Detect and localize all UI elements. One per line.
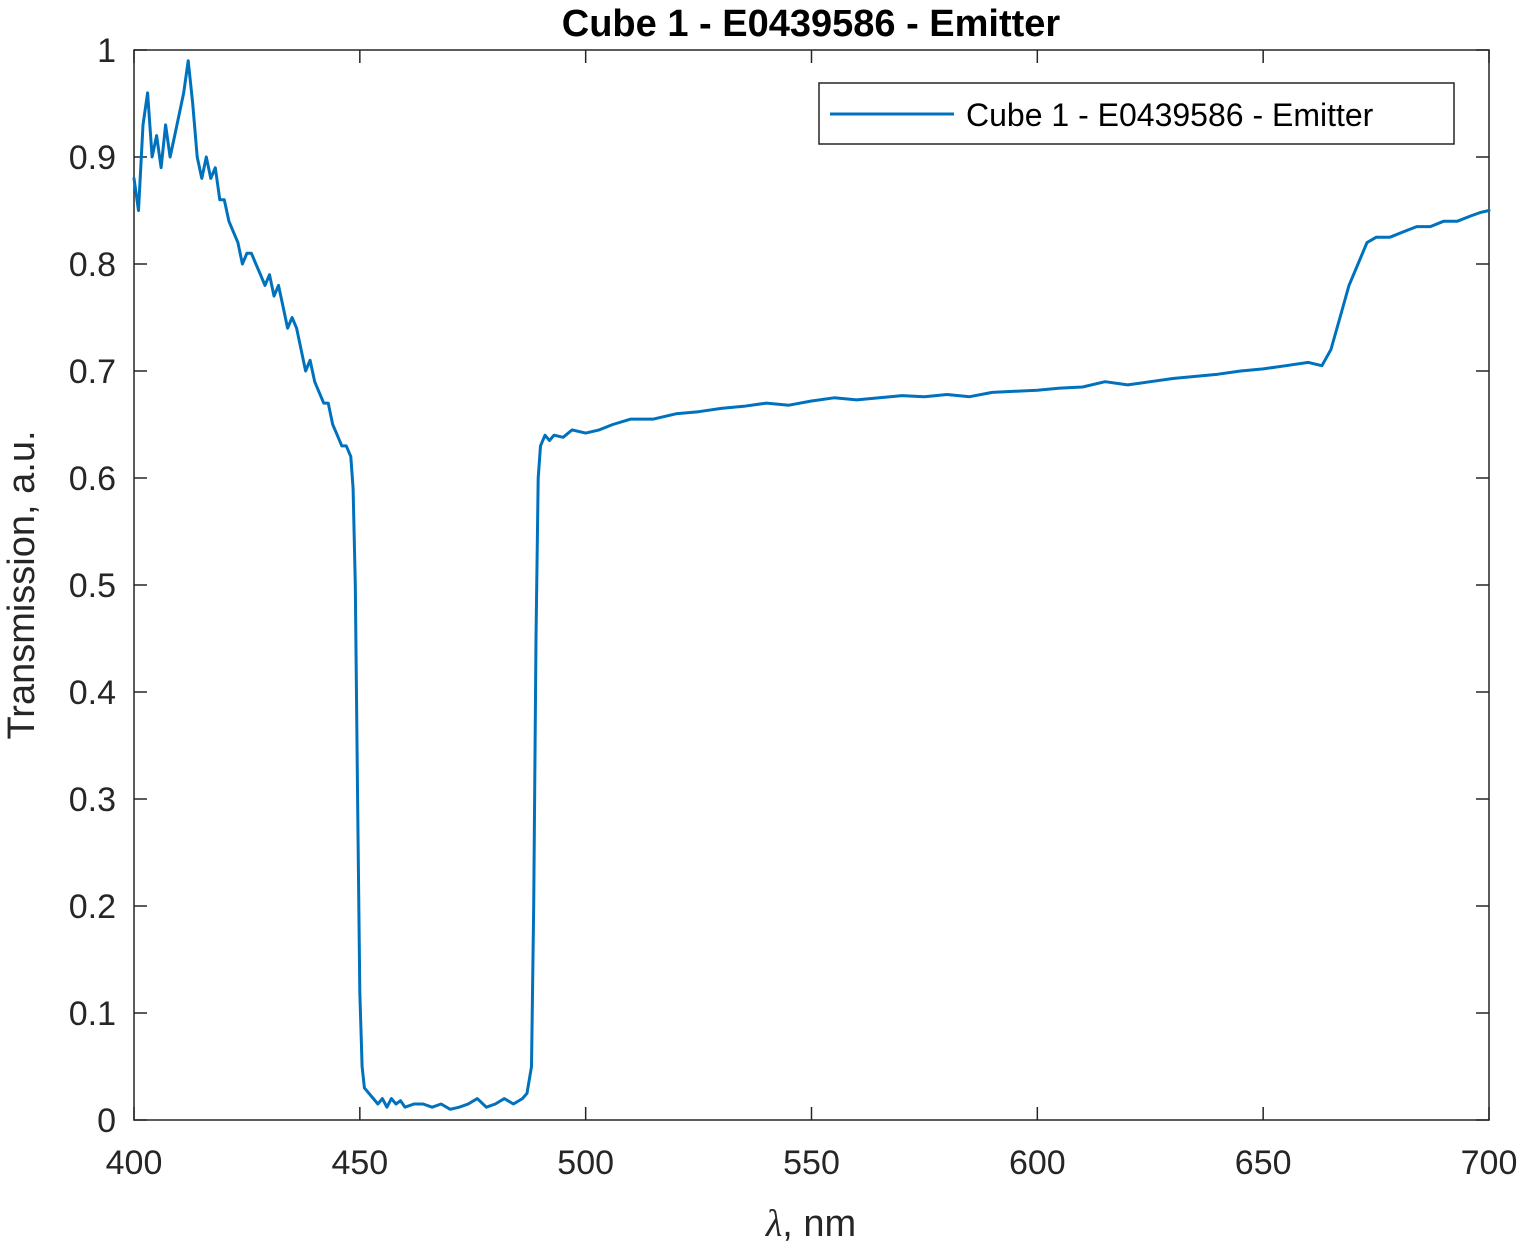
x-tick-label: 600: [1009, 1144, 1066, 1182]
y-tick-label: 0.7: [69, 353, 116, 391]
x-axis-ticks: 400 450 500 550 600 650 700: [106, 50, 1518, 1182]
x-tick-label: 400: [106, 1144, 163, 1182]
y-tick-label: 0: [97, 1102, 116, 1140]
chart-title: Cube 1 - E0439586 - Emitter: [562, 3, 1061, 45]
y-axis-label: Transmission, a.u.: [1, 430, 43, 739]
y-tick-label: 0.6: [69, 460, 116, 498]
x-tick-label: 550: [783, 1144, 840, 1182]
series-line: [132, 59, 1491, 1111]
y-tick-label: 0.8: [69, 246, 116, 284]
x-axis-symbol: λ: [765, 1203, 782, 1245]
y-tick-label: 0.1: [69, 995, 116, 1033]
y-tick-label: 1: [97, 32, 116, 70]
x-tick-label: 700: [1461, 1144, 1518, 1182]
y-tick-label: 0.3: [69, 781, 116, 819]
legend-label: Cube 1 - E0439586 - Emitter: [966, 97, 1374, 133]
x-axis-unit: , nm: [782, 1203, 856, 1245]
y-tick-label: 0.9: [69, 139, 116, 177]
legend: Cube 1 - E0439586 - Emitter: [818, 82, 1455, 145]
y-axis-ticks: 0 0.1 0.2 0.3 0.4 0.5 0.6 0.7 0.8 0.9 1: [69, 32, 1489, 1140]
y-tick-label: 0.4: [69, 674, 116, 712]
y-tick-label: 0.2: [69, 888, 116, 926]
x-tick-label: 450: [331, 1144, 388, 1182]
x-axis-label: λ, nm: [765, 1203, 856, 1245]
y-tick-label: 0.5: [69, 567, 116, 605]
plot-area: [133, 49, 1490, 1121]
x-tick-label: 650: [1235, 1144, 1292, 1182]
x-tick-label: 500: [557, 1144, 614, 1182]
